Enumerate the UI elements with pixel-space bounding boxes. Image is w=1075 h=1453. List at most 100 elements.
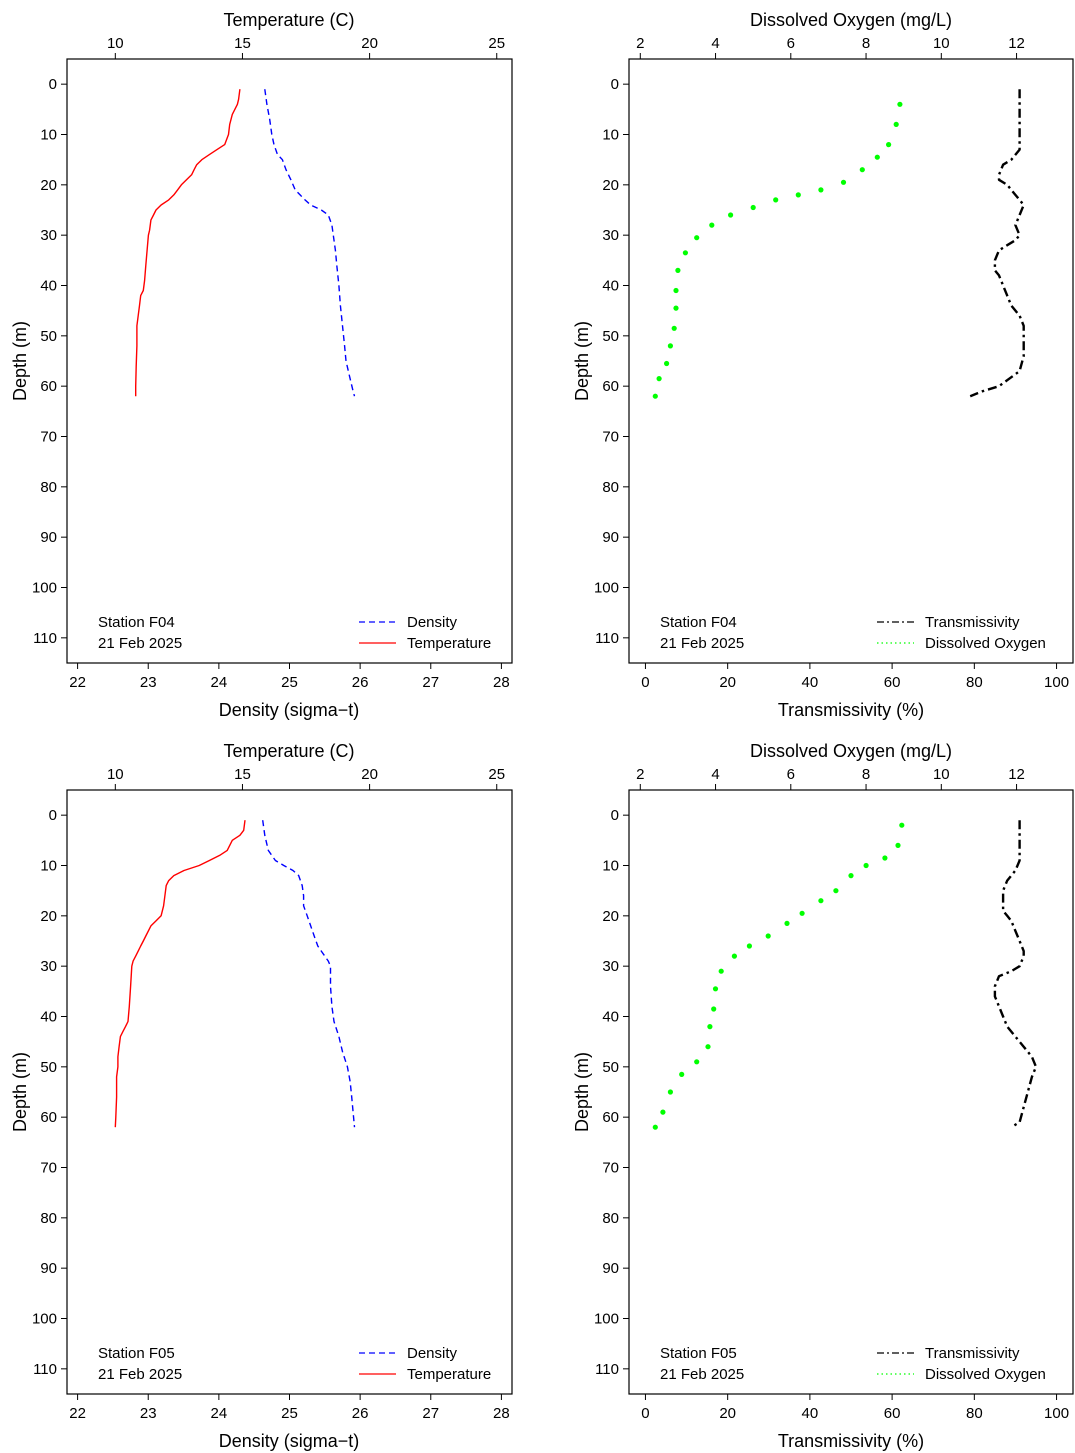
top-axis-title: Temperature (C) — [223, 741, 354, 761]
y-tick-label: 80 — [40, 1210, 57, 1227]
dissolved-oxygen-point — [652, 1124, 658, 1130]
temperature-line — [134, 89, 241, 397]
y-tick-label: 70 — [40, 429, 57, 446]
y-tick-label: 40 — [40, 278, 57, 295]
top-tick-label: 10 — [107, 35, 124, 52]
y-tick-label: 110 — [595, 1361, 619, 1378]
axis-ticks: 0 10 20 30 40 50 60 70 80 90 100 110 22 23 24 25 26 27 28 1… — [32, 766, 510, 1422]
y-tick-label: 50 — [602, 1059, 619, 1076]
y-tick-label: 90 — [40, 529, 57, 546]
top-tick-label: 8 — [862, 35, 870, 52]
dissolved-oxygen-point — [694, 1059, 700, 1065]
top-tick-label: 15 — [234, 35, 251, 52]
bottom-tick-label: 20 — [719, 1405, 736, 1422]
top-tick-label: 25 — [488, 35, 505, 52]
date-label: 21 Feb 2025 — [660, 635, 744, 652]
y-tick-label: 30 — [40, 227, 57, 244]
bottom-tick-label: 40 — [802, 1405, 819, 1422]
dissolved-oxygen-point — [893, 121, 899, 127]
bottom-tick-label: 28 — [493, 674, 510, 691]
dissolved-oxygen-point — [818, 898, 824, 904]
y-tick-label: 80 — [602, 479, 619, 496]
bottom-tick-label: 22 — [69, 1405, 86, 1422]
dissolved-oxygen-point — [765, 933, 771, 939]
bottom-tick-label: 26 — [352, 1405, 369, 1422]
date-label: 21 Feb 2025 — [660, 1366, 744, 1383]
station-label: Station F04 — [98, 614, 175, 631]
bottom-tick-label: 20 — [719, 674, 736, 691]
dissolved-oxygen-point — [652, 393, 658, 399]
dissolved-oxygen-point — [682, 250, 689, 256]
y-tick-label: 60 — [602, 378, 619, 395]
dissolved-oxygen-point — [667, 1089, 674, 1095]
dissolved-oxygen-point — [679, 1071, 685, 1077]
bottom-axis-title: Density (sigma−t) — [219, 700, 360, 720]
axis-ticks: 0 10 20 30 40 50 60 70 80 90 100 110 0 20 40 60 80 100 2 4 6… — [594, 35, 1069, 691]
bottom-tick-label: 28 — [493, 1405, 510, 1422]
station-label: Station F05 — [98, 1345, 175, 1362]
dissolved-oxygen-point — [773, 197, 779, 203]
dissolved-oxygen-point — [750, 204, 756, 211]
y-tick-label: 70 — [602, 1160, 619, 1177]
top-tick-label: 2 — [636, 35, 644, 52]
dissolved-oxygen-point — [673, 287, 679, 294]
y-tick-label: 0 — [611, 76, 619, 93]
y-tick-label: 110 — [33, 630, 57, 647]
bottom-tick-label: 0 — [641, 674, 649, 691]
temperature-line — [114, 820, 246, 1128]
dissolved-oxygen-point — [728, 212, 734, 218]
legend-label-dissolved-oxygen: Dissolved Oxygen — [925, 635, 1046, 652]
y-tick-label: 30 — [602, 958, 619, 975]
dissolved-oxygen-point — [874, 154, 880, 160]
bottom-tick-label: 25 — [281, 1405, 298, 1422]
dissolved-oxygen-point — [671, 325, 677, 331]
dissolved-oxygen-point — [882, 855, 888, 861]
legend-label-temperature: Temperature — [407, 1366, 491, 1383]
top-tick-label: 12 — [1008, 766, 1025, 783]
bottom-tick-label: 22 — [69, 674, 86, 691]
bottom-tick-label: 80 — [966, 1405, 983, 1422]
top-tick-label: 6 — [787, 766, 795, 783]
y-axis-title: Depth (m) — [10, 1052, 30, 1132]
dissolved-oxygen-point — [673, 305, 679, 311]
dissolved-oxygen-point — [799, 910, 805, 916]
top-tick-label: 10 — [933, 766, 950, 783]
legend-label-temperature: Temperature — [407, 635, 491, 652]
axis-ticks: 0 10 20 30 40 50 60 70 80 90 100 110 0 20 40 60 80 100 2 4 6… — [594, 766, 1069, 1422]
top-axis-title: Temperature (C) — [223, 10, 354, 30]
bottom-tick-label: 27 — [422, 1405, 439, 1422]
station-label: Station F05 — [660, 1345, 737, 1362]
y-tick-label: 70 — [602, 429, 619, 446]
dissolved-oxygen-point — [833, 888, 839, 894]
data-marks — [134, 89, 356, 397]
y-tick-label: 60 — [40, 378, 57, 395]
bottom-tick-label: 80 — [966, 674, 983, 691]
y-tick-label: 0 — [49, 807, 57, 824]
bottom-axis-title: Transmissivity (%) — [778, 1431, 924, 1451]
dissolved-oxygen-point — [711, 1006, 717, 1012]
dissolved-oxygen-point — [895, 842, 901, 849]
y-tick-label: 110 — [595, 630, 619, 647]
bottom-tick-label: 0 — [641, 1405, 649, 1422]
y-tick-label: 40 — [602, 278, 619, 295]
bottom-tick-label: 40 — [802, 674, 819, 691]
bottom-tick-label: 24 — [211, 674, 228, 691]
y-tick-label: 10 — [602, 127, 619, 144]
date-label: 21 Feb 2025 — [98, 635, 182, 652]
bottom-tick-label: 24 — [211, 1405, 228, 1422]
top-tick-label: 8 — [862, 766, 870, 783]
top-tick-label: 12 — [1008, 35, 1025, 52]
bottom-tick-label: 27 — [422, 674, 439, 691]
dissolved-oxygen-point — [848, 873, 854, 879]
dissolved-oxygen-point — [664, 360, 670, 367]
y-axis-title: Depth (m) — [572, 321, 592, 401]
plot-frame — [628, 58, 1074, 664]
bottom-tick-label: 23 — [140, 1405, 157, 1422]
y-tick-label: 60 — [602, 1109, 619, 1126]
y-tick-label: 70 — [40, 1160, 57, 1177]
data-marks — [652, 89, 1025, 399]
bottom-axis-title: Transmissivity (%) — [778, 700, 924, 720]
dissolved-oxygen-point — [718, 968, 724, 974]
y-tick-label: 100 — [32, 580, 57, 597]
